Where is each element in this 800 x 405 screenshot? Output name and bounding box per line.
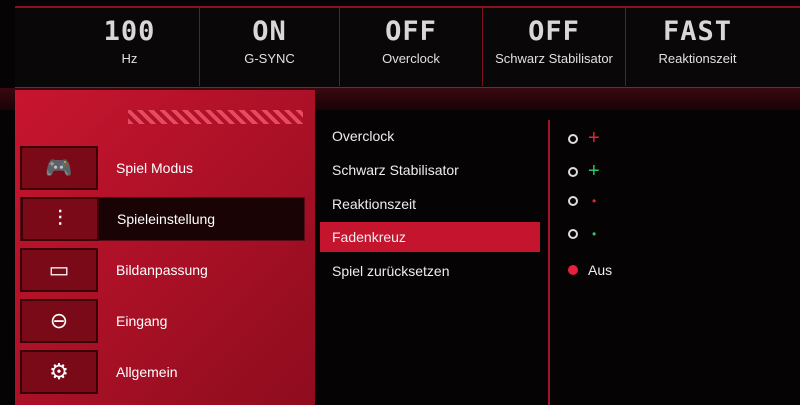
status-label: Overclock [382,51,440,66]
menu-item-spiel-modus[interactable]: 🎮 Spiel Modus [20,146,305,190]
radio-icon [568,166,578,177]
status-bar: 100 Hz ON G-SYNC OFF Overclock OFF Schwarz S… [15,6,800,90]
radio-icon [568,229,578,239]
monitor-icon: ▭ [20,248,98,292]
status-value: ON [252,16,287,47]
status-value: OFF [528,16,580,47]
radio-icon [568,196,578,206]
menu-item-label: Spiel Modus [116,160,194,176]
status-label: Schwarz Stabilisator [495,51,613,66]
submenu-spiel-zuruecksetzen[interactable]: Spiel zurücksetzen [332,263,450,279]
crosshair-red-dot-icon: • [592,194,597,208]
submenu-reaktionszeit[interactable]: Reaktionszeit [332,196,417,212]
gamepad-icon: 🎮 [20,146,98,190]
submenu-fadenkreuz[interactable]: Fadenkreuz [320,222,540,252]
menu-item-spieleinstellung[interactable]: ⫶ Spieleinstellung [20,197,305,241]
crosshair-option-red-dot[interactable]: • [568,194,596,208]
menu-item-allgemein[interactable]: ⚙ Allgemein [20,350,305,394]
submenu-overclock[interactable]: Overclock [332,128,395,144]
option-label: Aus [588,262,613,278]
status-overclock: OFF Overclock [340,8,483,86]
menu-item-label: Eingang [116,313,168,329]
input-cable-icon: ⊖ [20,299,98,343]
status-label: Hz [121,51,138,66]
menu-item-label: Allgemein [116,364,178,380]
crosshair-option-aus[interactable]: Aus [568,262,612,278]
wrench-gear-icon: ⚙ [20,350,98,394]
decorative-stripes [128,110,303,124]
status-label: Reaktionszeit [658,51,737,66]
status-response-time: FAST Reaktionszeit [626,8,769,86]
crosshair-green-plus-icon: + [588,160,600,182]
crosshair-option-green-plus[interactable]: + [568,160,600,183]
crosshair-green-dot-icon: • [592,227,597,241]
submenu-schwarz-stabilisator[interactable]: Schwarz Stabilisator [332,162,459,178]
sliders-icon: ⫶ [21,197,99,241]
menu-item-bildanpassung[interactable]: ▭ Bildanpassung [20,248,305,292]
submenu-panel: Overclock Schwarz Stabilisator Reaktions… [318,112,548,405]
status-refresh-rate: 100 Hz [60,8,200,86]
status-gsync: ON G-SYNC [200,8,340,86]
menu-item-label: Spieleinstellung [117,211,216,227]
status-black-stabilizer: OFF Schwarz Stabilisator [483,8,626,86]
crosshair-red-plus-icon: + [588,127,600,149]
radio-icon [568,133,578,144]
radio-selected-icon [568,265,578,275]
divider [548,120,550,405]
menu-item-label: Bildanpassung [116,262,208,278]
crosshair-option-red-plus[interactable]: + [568,127,600,150]
menu-item-eingang[interactable]: ⊖ Eingang [20,299,305,343]
status-label: G-SYNC [244,51,295,66]
status-value: FAST [662,16,733,47]
status-value: OFF [385,16,437,47]
status-value: 100 [103,16,156,47]
crosshair-option-green-dot[interactable]: • [568,227,596,241]
